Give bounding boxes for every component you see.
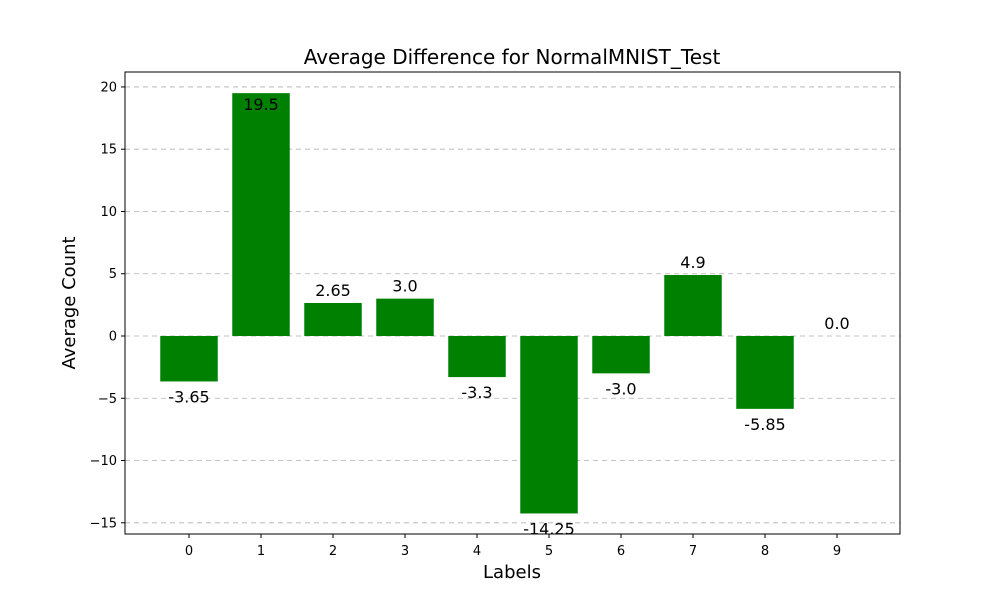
x-tick-label: 2 xyxy=(329,544,337,559)
bar xyxy=(592,336,650,374)
x-tick-label: 1 xyxy=(257,544,265,559)
bar xyxy=(160,336,218,382)
data-label: -3.0 xyxy=(605,379,636,398)
x-tick-label: 0 xyxy=(185,544,193,559)
y-axis-ticks: −15 −10 −5 0 5 10 15 20 xyxy=(90,80,125,531)
bar xyxy=(664,274,722,336)
y-tick-label: 5 xyxy=(109,267,117,282)
data-label: 3.0 xyxy=(392,277,417,296)
x-tick-label: 3 xyxy=(401,544,409,559)
x-tick-label: 7 xyxy=(689,544,697,559)
data-label: 0.0 xyxy=(824,314,849,333)
x-axis-label: Labels xyxy=(483,562,541,583)
y-tick-label: 15 xyxy=(100,143,117,158)
plot-frame xyxy=(124,71,901,535)
x-tick-label: 8 xyxy=(761,544,769,559)
y-tick-label: −5 xyxy=(98,392,117,407)
data-label: -3.3 xyxy=(461,383,492,402)
data-label: 4.9 xyxy=(680,253,705,272)
x-axis-ticks: 0 1 2 3 4 5 6 7 8 9 xyxy=(185,534,841,559)
data-label: -5.85 xyxy=(744,415,785,434)
data-label: 2.65 xyxy=(315,281,351,300)
bars xyxy=(160,93,794,514)
y-tick-label: 10 xyxy=(100,205,117,220)
x-tick-label: 6 xyxy=(617,544,625,559)
y-tick-label: −10 xyxy=(90,454,117,469)
bar xyxy=(232,93,290,336)
bar xyxy=(376,298,434,336)
data-label: -3.65 xyxy=(168,387,209,406)
x-tick-label: 5 xyxy=(545,544,553,559)
bar xyxy=(736,336,794,409)
y-axis-label: Average Count xyxy=(59,236,80,369)
y-tick-label: 0 xyxy=(109,330,117,345)
bar xyxy=(304,303,362,336)
y-tick-label: 20 xyxy=(100,80,117,95)
data-label: 19.5 xyxy=(243,95,279,114)
chart-title: Average Difference for NormalMNIST_Test xyxy=(304,45,721,69)
x-tick-label: 4 xyxy=(473,544,481,559)
bar xyxy=(448,336,506,378)
y-tick-label: −15 xyxy=(90,516,117,531)
bar xyxy=(520,336,578,514)
x-tick-label: 9 xyxy=(833,544,841,559)
